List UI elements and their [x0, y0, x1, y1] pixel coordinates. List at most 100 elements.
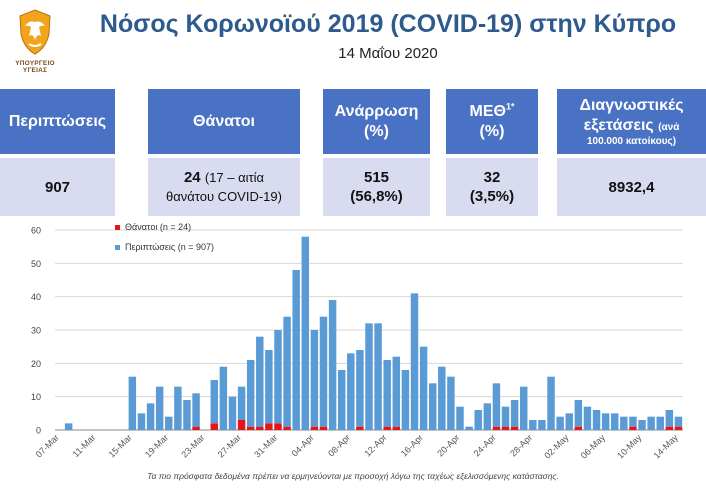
tests-label-line2: εξετάσεις: [583, 116, 654, 134]
case-bar: [565, 413, 573, 430]
legend-swatch: [115, 245, 120, 250]
case-bar: [474, 410, 482, 430]
case-bar: [447, 376, 455, 430]
deaths-note-line1: (17 – αιτία: [204, 170, 265, 185]
daily-cases-chart: 0 10 20 30 40 50 60 07-Mar 11-Mar 15-Mar 19-Mar 23-…: [31, 222, 683, 461]
x-tick-label: 31-Mar: [252, 432, 279, 459]
recovery-percent: (56,8%): [350, 188, 403, 205]
case-bar: [519, 386, 528, 430]
case-bar: [465, 426, 473, 430]
case-bar: [392, 356, 401, 427]
case-bar: [356, 350, 364, 427]
icu-label-wrap: ΜΕΘ1*: [470, 102, 515, 122]
tests-value: 8932,4: [608, 178, 655, 196]
case-bar: [146, 403, 155, 430]
case-bar: [274, 330, 282, 424]
tests-label: Διαγνωστικές: [579, 96, 684, 114]
legend-swatch: [115, 225, 120, 230]
death-bar: [192, 426, 200, 430]
x-tick-label: 08-Apr: [326, 432, 352, 458]
death-bar: [210, 423, 219, 430]
footnote: Τα πιο πρόσφατα δεδομένα πρέπει να ερμην…: [147, 471, 559, 481]
recovery-label: Ανάρρωση: [334, 102, 419, 120]
x-tick-label: 04-Apr: [290, 432, 316, 458]
x-tick-label: 02-May: [542, 432, 571, 461]
case-bar: [483, 403, 492, 430]
case-bar: [155, 386, 164, 430]
case-bar: [328, 300, 337, 430]
death-bar: [665, 426, 674, 430]
y-tick-label: 60: [31, 226, 41, 236]
case-bar: [347, 353, 355, 430]
case-bar: [292, 270, 300, 430]
icu-value-cell: 32 (3,5%): [446, 158, 538, 216]
x-tick-label: 19-Mar: [143, 432, 170, 459]
death-bar: [492, 426, 501, 430]
tests-header: Διαγνωστικές εξετάσεις (ανά 100.000 κατο…: [557, 89, 706, 154]
case-bar: [374, 323, 382, 430]
x-tick-label: 12-Apr: [362, 432, 388, 458]
case-bar: [174, 386, 182, 430]
case-bar: [365, 323, 373, 430]
x-tick-label: 28-Apr: [508, 432, 534, 458]
case-bar: [301, 236, 310, 430]
deaths-value-cell: 24 (17 – αιτία θανάτου COVID-19): [148, 158, 300, 216]
case-bar: [583, 406, 592, 430]
case-bar: [310, 330, 319, 427]
y-tick-label: 20: [31, 359, 41, 369]
death-bar: [246, 426, 255, 430]
recovery-value: 515: [363, 169, 390, 186]
legend-label: Θάνατοι (n = 24): [125, 222, 191, 232]
death-bar: [501, 426, 510, 430]
deaths-value-line1: 24 (17 – αιτία: [184, 168, 264, 187]
y-tick-label: 40: [31, 292, 41, 302]
case-bar: [219, 366, 228, 430]
case-bar: [538, 420, 546, 430]
deaths-value: 24: [183, 169, 201, 186]
death-bar: [510, 426, 519, 430]
death-bar: [674, 426, 683, 430]
death-bar: [237, 420, 246, 430]
y-tick-label: 50: [31, 259, 41, 269]
death-bar: [265, 423, 273, 430]
x-tick-label: 16-Apr: [399, 432, 425, 458]
x-tick-label: 10-May: [615, 432, 644, 461]
case-bar: [592, 410, 601, 430]
icu-label-sup: 1*: [505, 101, 515, 112]
death-bar: [383, 426, 391, 430]
death-bar: [274, 423, 282, 430]
cases-value-cell: 907: [0, 158, 115, 216]
deaths-note-line2: θανάτου COVID-19): [166, 189, 282, 204]
x-tick-label: 27-Mar: [216, 432, 243, 459]
tests-label-line2-wrap: εξετάσεις (ανά: [584, 116, 680, 136]
tests-value-cell: 8932,4: [557, 158, 706, 216]
ministry-logo: ΥΠΟΥΡΓΕΙΟ ΥΓΕΙΑΣ: [6, 6, 64, 74]
case-bar: [237, 386, 246, 420]
case-bar: [383, 360, 391, 427]
cases-header: Περιπτώσεις: [0, 89, 115, 154]
case-bar: [246, 360, 255, 427]
case-bar: [556, 416, 564, 430]
x-tick-label: 07-Mar: [34, 432, 61, 459]
x-tick-label: 11-Mar: [71, 432, 98, 459]
case-bar: [438, 366, 446, 430]
death-bar: [256, 426, 264, 430]
x-tick-label: 20-Apr: [435, 432, 461, 458]
case-bar: [128, 376, 137, 430]
death-bar: [310, 426, 319, 430]
recovery-header: Ανάρρωση (%): [323, 89, 430, 154]
case-bar: [601, 413, 610, 430]
page-title: Νόσος Κορωνοϊού 2019 (COVID-19) στην Κύπ…: [99, 10, 677, 38]
cases-value: 907: [44, 178, 71, 196]
case-bar: [529, 420, 537, 430]
case-bar: [501, 406, 510, 427]
case-bar: [419, 346, 428, 430]
case-bar: [428, 383, 437, 430]
y-tick-label: 30: [31, 326, 41, 336]
icu-percent: (3,5%): [469, 188, 515, 205]
icu-label-percent: (%): [479, 122, 505, 140]
case-bar: [492, 383, 501, 427]
logo-caption: ΥΠΟΥΡΓΕΙΟ ΥΓΕΙΑΣ: [15, 60, 55, 74]
case-bar: [629, 416, 637, 427]
recovery-label-percent: (%): [364, 122, 389, 140]
